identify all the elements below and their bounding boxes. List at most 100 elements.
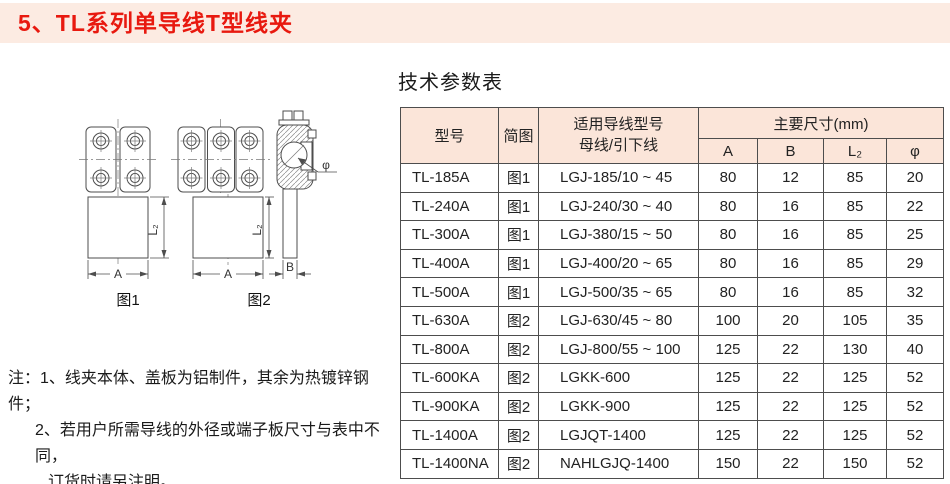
cell-diagram: 图2: [498, 334, 539, 365]
cell-b: 20: [757, 305, 824, 336]
header-conductor-line2: 母线/引下线: [578, 136, 659, 154]
technical-drawings: L₂ A 图1: [79, 110, 337, 309]
figure-2-front: L₂ A 图2: [171, 119, 274, 309]
header-dim-a: A: [698, 138, 758, 164]
cell-conductor: LGJ-380/15 ~ 50: [538, 220, 699, 250]
cell-conductor: LGJ-400/20 ~ 65: [538, 248, 699, 279]
fig1-caption: 图1: [116, 292, 139, 309]
cell-diagram: 图1: [498, 248, 539, 279]
cell-conductor: LGJ-500/35 ~ 65: [538, 277, 699, 307]
cell-l2: 85: [823, 191, 887, 222]
header-diagram: 简图: [498, 107, 539, 164]
cell-diagram: 图2: [498, 448, 539, 479]
fig2-dim-b-label: B: [286, 260, 294, 274]
cell-model: TL-300A: [400, 220, 499, 250]
cell-conductor: LGJ-185/10 ~ 45: [538, 163, 699, 193]
table-row: TL-240A 图1 LGJ-240/30 ~ 40 80 16 85 22: [400, 191, 945, 222]
cell-l2: 85: [823, 163, 887, 193]
cell-phi: 20: [885, 163, 945, 193]
cell-a: 125: [698, 334, 758, 365]
cell-l2: 105: [823, 305, 887, 336]
cell-model: TL-1400A: [400, 420, 499, 450]
cell-diagram: 图2: [498, 420, 539, 450]
cell-b: 16: [757, 220, 824, 250]
cell-b: 22: [757, 391, 824, 422]
cell-b: 16: [757, 191, 824, 222]
cell-l2: 125: [823, 363, 887, 393]
note-line-1: 注：1、线夹本体、盖板为铝制件，其余为热镀锌钢件；: [8, 370, 369, 413]
cell-phi: 52: [885, 391, 945, 422]
cell-diagram: 图2: [498, 391, 539, 422]
table-row: TL-400A 图1 LGJ-400/20 ~ 65 80 16 85 29: [400, 248, 945, 279]
cell-l2: 130: [823, 334, 887, 365]
fig2-dim-a-label: A: [224, 267, 232, 281]
header-conductor-line1: 适用导线型号: [573, 116, 664, 134]
cell-l2: 85: [823, 248, 887, 279]
cell-l2: 125: [823, 391, 887, 422]
header-model: 型号: [400, 107, 499, 164]
cell-a: 80: [698, 220, 758, 250]
table-row: TL-300A 图1 LGJ-380/15 ~ 50 80 16 85 25: [400, 220, 945, 250]
cell-diagram: 图1: [498, 163, 539, 193]
note-line-3: 订货时请另注明。: [48, 474, 177, 484]
cell-l2: 150: [823, 448, 887, 479]
cell-b: 22: [757, 334, 824, 365]
cell-l2: 85: [823, 220, 887, 250]
cell-diagram: 图2: [498, 305, 539, 336]
cell-a: 150: [698, 448, 758, 479]
table-row: TL-800A 图2 LGJ-800/55 ~ 100 125 22 130 4…: [400, 334, 945, 365]
cell-a: 80: [698, 163, 758, 193]
table-row: TL-1400A 图2 LGJQT-1400 125 22 125 52: [400, 420, 945, 450]
table-row: TL-630A 图2 LGJ-630/45 ~ 80 100 20 105 35: [400, 305, 945, 336]
table-title: 技术参数表: [398, 72, 503, 94]
cell-a: 125: [698, 391, 758, 422]
cell-phi: 25: [885, 220, 945, 250]
cell-b: 12: [757, 163, 824, 193]
cell-a: 80: [698, 191, 758, 222]
note-line-2: 2、若用户所需导线的外径或端子板尺寸与表中不同，: [35, 422, 380, 465]
cell-model: TL-1400NA: [400, 448, 499, 479]
cell-conductor: LGJ-240/30 ~ 40: [538, 191, 699, 222]
table-row: TL-1400NA 图2 NAHLGJQ-1400 150 22 150 52: [400, 448, 945, 479]
fig1-dim-a-label: A: [114, 267, 122, 281]
cell-conductor: LGKK-600: [538, 363, 699, 393]
cell-model: TL-800A: [400, 334, 499, 365]
cell-phi: 35: [885, 305, 945, 336]
header-conductor: 适用导线型号 母线/引下线: [538, 107, 699, 164]
cell-phi: 52: [885, 420, 945, 450]
header-dims-group: 主要尺寸(mm): [697, 107, 945, 139]
params-table: 型号 简图 适用导线型号 母线/引下线 主要尺寸(mm) A B L₂ φ TL…: [400, 107, 945, 479]
cell-diagram: 图2: [498, 363, 539, 393]
table-row: TL-900KA 图2 LGKK-900 125 22 125 52: [400, 391, 945, 422]
cell-conductor: LGJ-630/45 ~ 80: [538, 305, 699, 336]
cell-conductor: NAHLGJQ-1400: [538, 448, 699, 479]
header-dim-l2: L₂: [823, 138, 887, 164]
cell-phi: 52: [885, 448, 945, 479]
cell-model: TL-185A: [400, 163, 499, 193]
cell-a: 125: [698, 363, 758, 393]
fig2-caption: 图2: [247, 292, 270, 309]
fig2-dim-l2-label: L₂: [250, 224, 264, 236]
cell-phi: 29: [885, 248, 945, 279]
cell-conductor: LGKK-900: [538, 391, 699, 422]
cell-a: 100: [698, 305, 758, 336]
fig1-dim-l2-label: L₂: [146, 224, 160, 236]
table-row: TL-600KA 图2 LGKK-600 125 22 125 52: [400, 363, 945, 393]
cell-diagram: 图1: [498, 220, 539, 250]
section-title-bar: 5、TL系列单导线T型线夹: [0, 3, 950, 43]
cell-conductor: LGJQT-1400: [538, 420, 699, 450]
fig2-dim-phi-label: φ: [322, 158, 330, 172]
cell-diagram: 图1: [498, 191, 539, 222]
cell-b: 16: [757, 248, 824, 279]
cell-b: 22: [757, 420, 824, 450]
cell-a: 80: [698, 277, 758, 307]
cell-model: TL-400A: [400, 248, 499, 279]
figure-1: L₂ A 图1: [79, 119, 169, 309]
cell-b: 22: [757, 448, 824, 479]
notes: 注：1、线夹本体、盖板为铝制件，其余为热镀锌钢件； 2、若用户所需导线的外径或端…: [8, 366, 400, 484]
page-title: 5、TL系列单导线T型线夹: [18, 10, 293, 36]
cell-l2: 85: [823, 277, 887, 307]
cell-phi: 32: [885, 277, 945, 307]
cell-diagram: 图1: [498, 277, 539, 307]
